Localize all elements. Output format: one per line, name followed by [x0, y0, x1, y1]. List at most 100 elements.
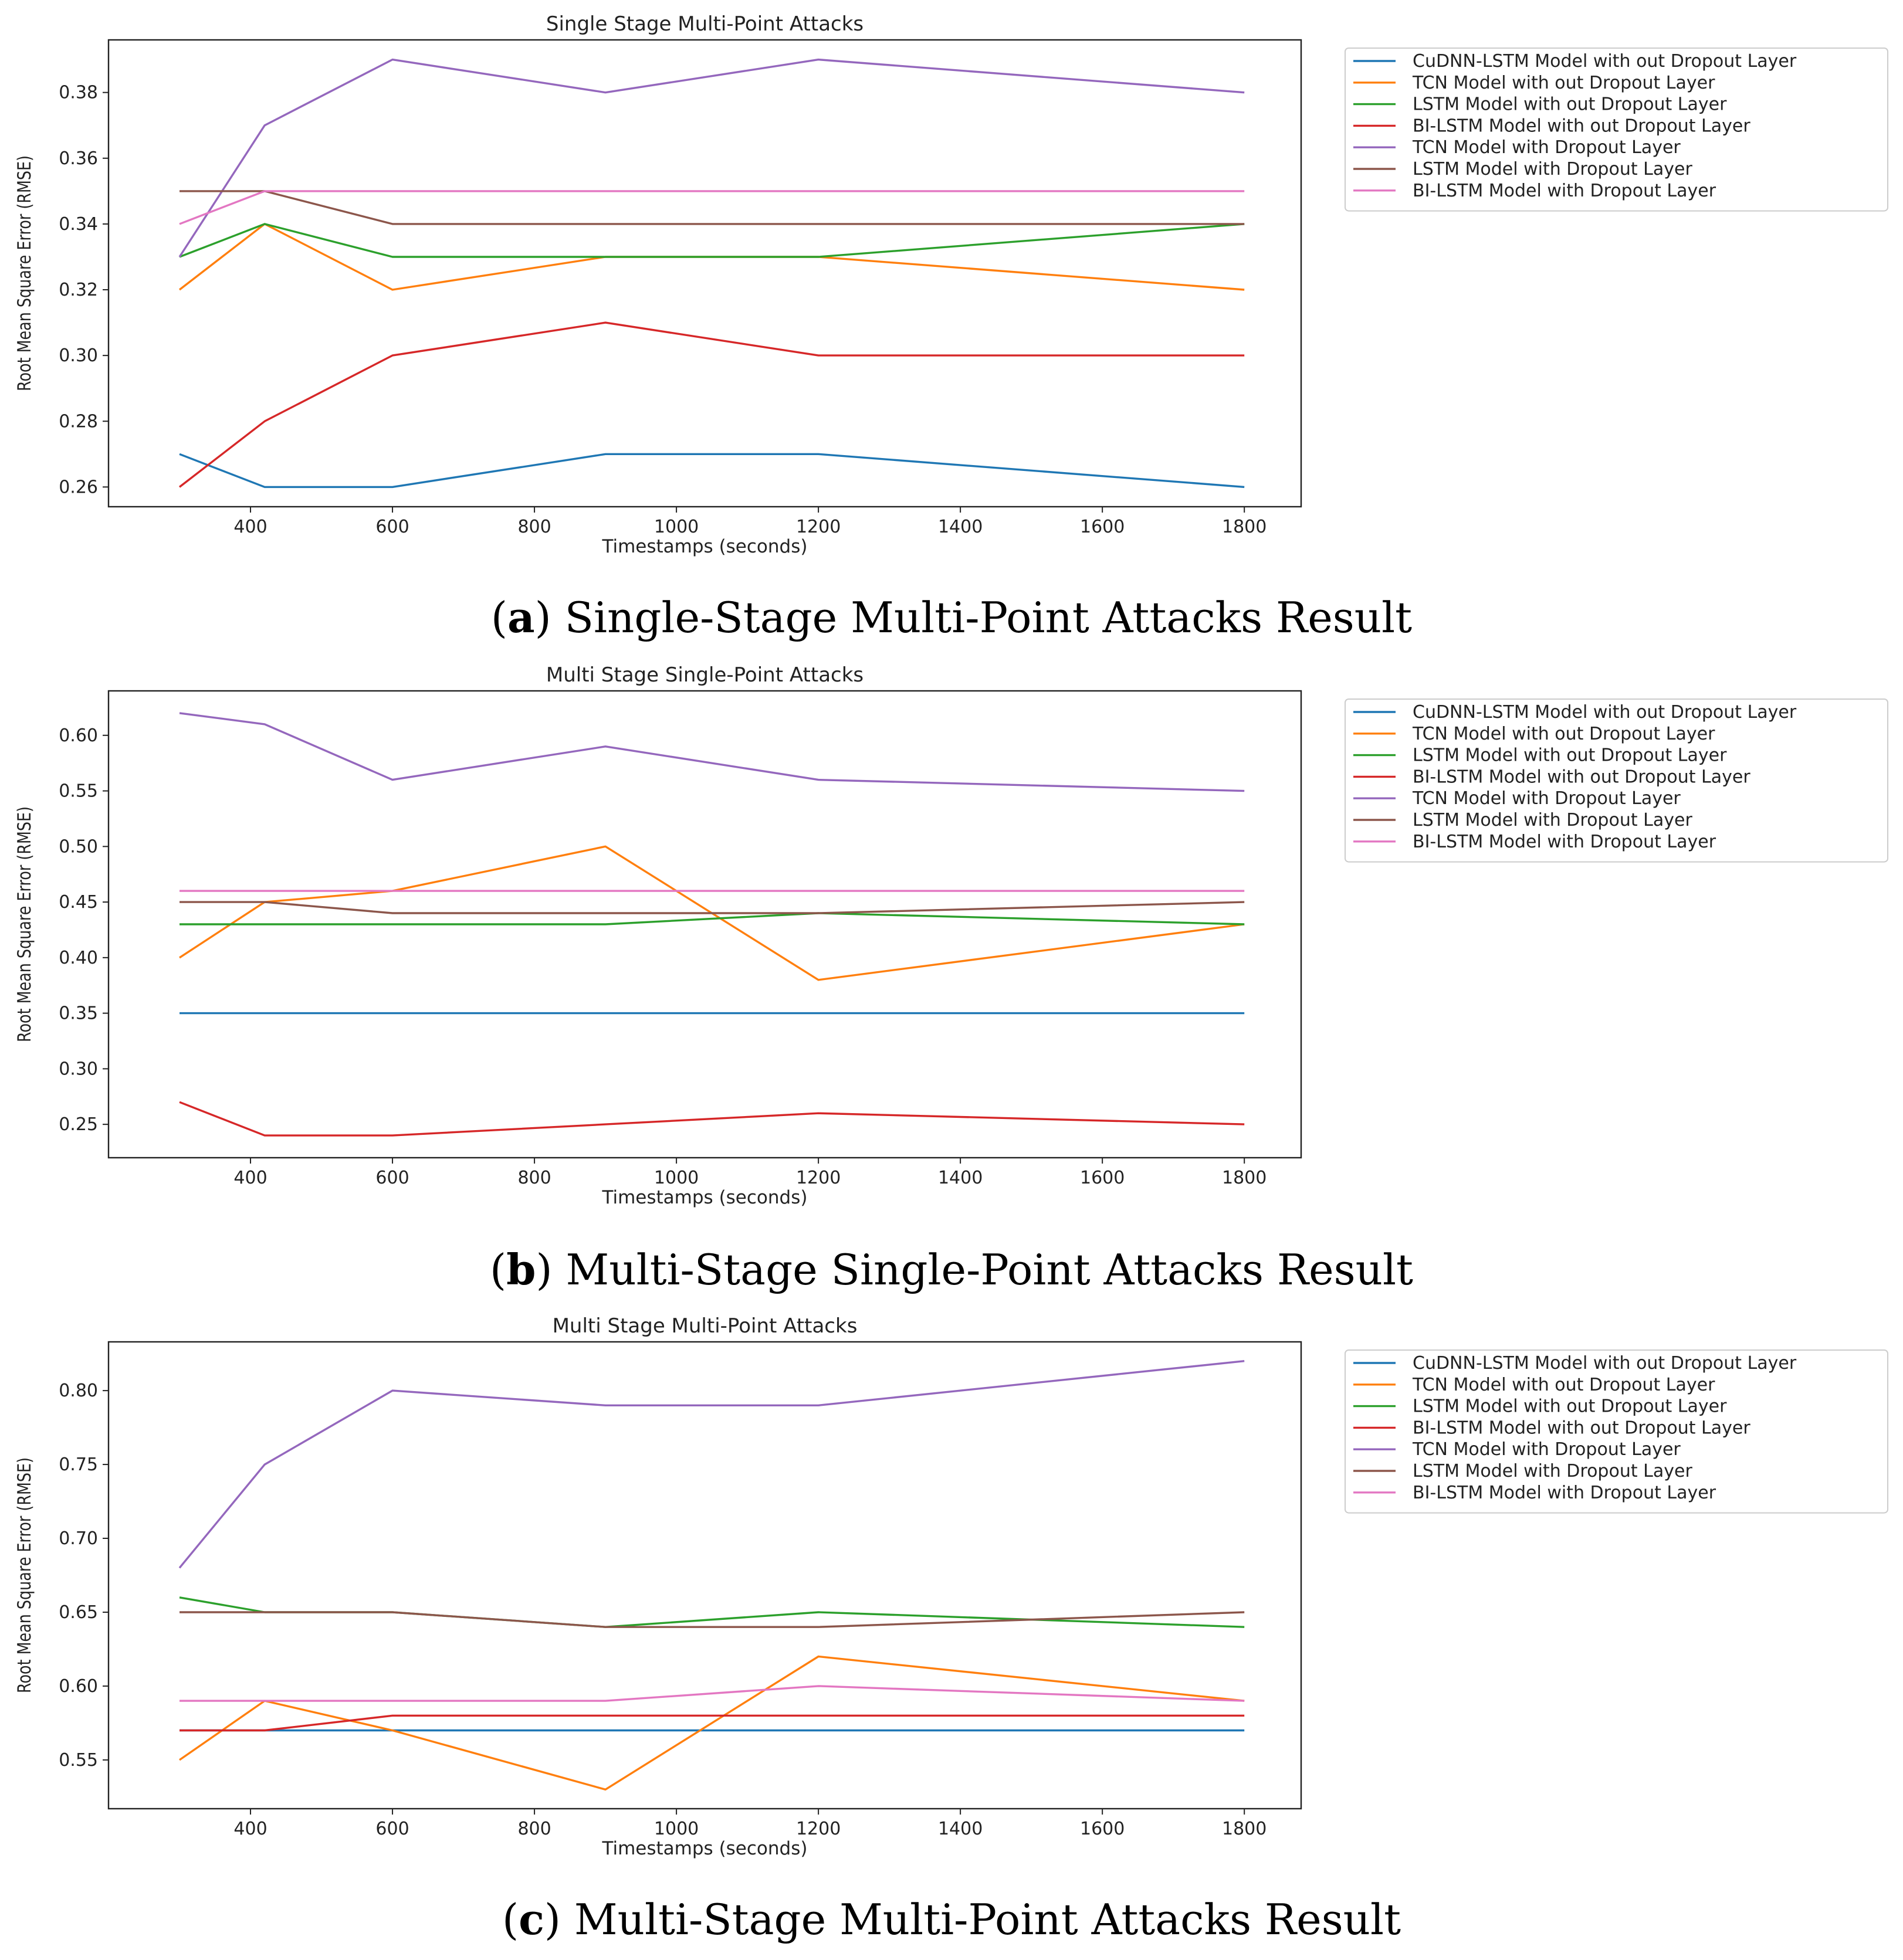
y-tick-label-b-6: 0.55 [59, 781, 98, 802]
chart-panel-a: Single Stage Multi-Point Attacks 400 600 80… [14, 12, 1888, 557]
y-axis-label-a: Root Mean Square Error (RMSE) [14, 155, 35, 391]
legend-label-a-0: CuDNN-LSTM Model with out Dropout Layer [1413, 51, 1797, 72]
chart-title-b: Multi Stage Single-Point Attacks [546, 663, 864, 687]
x-tick-label-b-0: 400 [233, 1168, 267, 1188]
legend-box-c [1345, 1349, 1888, 1514]
legend-label-c-2: LSTM Model with out Dropout Layer [1413, 1396, 1727, 1417]
legend-label-c-3: BI-LSTM Model with out Dropout Layer [1413, 1418, 1750, 1438]
x-axis-label-b: Timestamps (seconds) [602, 1187, 808, 1208]
legend-label-a-2: LSTM Model with out Dropout Layer [1413, 94, 1727, 115]
x-tick-label-b-4: 1200 [796, 1168, 841, 1188]
caption-c-letter: c [519, 1894, 544, 1944]
legend-label-c-6: BI-LSTM Model with Dropout Layer [1413, 1483, 1716, 1503]
legend-label-c-4: TCN Model with Dropout Layer [1412, 1439, 1681, 1460]
series-line-b-2 [180, 912, 1245, 925]
legend-label-b-6: BI-LSTM Model with Dropout Layer [1413, 832, 1716, 852]
legend-label-a-4: TCN Model with Dropout Layer [1412, 137, 1681, 158]
y-tick-label-b-7: 0.60 [59, 725, 98, 746]
series-line-a-4 [178, 58, 1245, 257]
series-line-a-5 [180, 190, 1245, 225]
y-tick-label-c-5: 0.80 [59, 1381, 98, 1401]
series-line-a-6 [179, 190, 1245, 225]
series-line-b-1 [179, 845, 1245, 981]
legend-label-a-6: BI-LSTM Model with Dropout Layer [1413, 181, 1716, 201]
x-tick-label-c-1: 600 [375, 1819, 409, 1839]
legend-label-b-2: LSTM Model with out Dropout Layer [1413, 745, 1727, 766]
series-line-c-3 [180, 1714, 1245, 1732]
caption-a: (a) Single-Stage Multi-Point Attacks Res… [490, 592, 1413, 642]
plot-frame-b [107, 690, 1302, 1159]
x-tick-label-c-4: 1200 [796, 1819, 841, 1839]
legend-label-b-3: BI-LSTM Model with out Dropout Layer [1413, 767, 1750, 787]
y-tick-label-a-3: 0.32 [59, 280, 98, 300]
caption-b-letter: b [506, 1245, 536, 1294]
y-tick-label-c-1: 0.60 [59, 1676, 98, 1697]
legend-box-a [1345, 48, 1888, 212]
caption-c-text: Multi-Stage Multi-Point Attacks Result [574, 1895, 1401, 1944]
caption-a-text: Single-Stage Multi-Point Attacks Result [564, 593, 1413, 642]
series-line-a-1 [178, 223, 1245, 291]
y-axis-label-b: Root Mean Square Error (RMSE) [14, 806, 35, 1042]
caption-b: (b) Multi-Stage Single-Point Attacks Res… [490, 1245, 1413, 1294]
y-tick-label-c-3: 0.70 [59, 1528, 98, 1549]
y-axis-label-c: Root Mean Square Error (RMSE) [14, 1457, 35, 1693]
y-tick-label-c-4: 0.75 [59, 1454, 98, 1475]
y-tick-label-b-3: 0.40 [59, 948, 98, 968]
x-tick-label-c-2: 800 [517, 1819, 551, 1839]
legend-label-a-3: BI-LSTM Model with out Dropout Layer [1413, 116, 1750, 136]
legend-label-c-0: CuDNN-LSTM Model with out Dropout Layer [1413, 1353, 1797, 1374]
x-tick-label-b-7: 1800 [1222, 1168, 1267, 1188]
x-tick-label-a-7: 1800 [1222, 517, 1267, 537]
caption-c: (c) Multi-Stage Multi-Point Attacks Resu… [502, 1894, 1401, 1944]
caption-b-text: Multi-Stage Single-Point Attacks Result [566, 1245, 1413, 1294]
series-line-a-2 [179, 223, 1245, 258]
x-tick-label-a-4: 1200 [796, 517, 841, 537]
y-tick-label-b-2: 0.35 [59, 1003, 98, 1024]
x-tick-label-c-3: 1000 [654, 1819, 699, 1839]
y-tick-label-b-1: 0.30 [59, 1059, 98, 1079]
x-tick-label-a-5: 1400 [938, 517, 983, 537]
legend-label-a-5: LSTM Model with Dropout Layer [1413, 159, 1692, 179]
y-tick-label-a-6: 0.38 [59, 83, 98, 103]
legend-label-b-1: TCN Model with out Dropout Layer [1412, 724, 1715, 744]
series-line-c-1 [179, 1655, 1245, 1791]
legend-label-a-1: TCN Model with out Dropout Layer [1412, 73, 1715, 93]
chart-panel-b: Multi Stage Single-Point Attacks 400 600 80… [14, 663, 1888, 1208]
y-tick-label-a-0: 0.26 [59, 477, 98, 497]
x-tick-label-a-2: 800 [517, 517, 551, 537]
x-tick-label-a-1: 600 [375, 517, 409, 537]
chart-title-a: Single Stage Multi-Point Attacks [546, 12, 864, 36]
series-line-a-3 [178, 321, 1245, 488]
y-tick-label-a-2: 0.30 [59, 345, 98, 366]
y-tick-label-c-2: 0.65 [59, 1602, 98, 1623]
x-tick-label-c-7: 1800 [1222, 1819, 1267, 1839]
legend-label-b-0: CuDNN-LSTM Model with out Dropout Layer [1413, 702, 1797, 723]
legend-label-c-5: LSTM Model with Dropout Layer [1413, 1461, 1692, 1481]
y-tick-label-b-5: 0.50 [59, 836, 98, 857]
x-tick-label-a-0: 400 [233, 517, 267, 537]
plot-frame-c [107, 1341, 1302, 1810]
x-axis-label-c: Timestamps (seconds) [602, 1838, 808, 1859]
x-tick-label-b-3: 1000 [654, 1168, 699, 1188]
x-tick-label-a-6: 1600 [1080, 517, 1125, 537]
legend-label-b-4: TCN Model with Dropout Layer [1412, 788, 1681, 809]
y-tick-label-c-0: 0.55 [59, 1750, 98, 1771]
series-line-c-6 [180, 1685, 1245, 1702]
series-line-c-5 [180, 1611, 1245, 1628]
y-tick-label-b-4: 0.45 [59, 892, 98, 913]
x-tick-label-a-3: 1000 [654, 517, 699, 537]
x-tick-label-c-6: 1600 [1080, 1819, 1125, 1839]
x-tick-label-b-1: 600 [375, 1168, 409, 1188]
series-line-b-4 [179, 712, 1245, 792]
x-tick-label-b-5: 1400 [938, 1168, 983, 1188]
y-tick-label-a-5: 0.36 [59, 148, 98, 169]
series-line-c-4 [178, 1360, 1245, 1569]
y-tick-label-b-0: 0.25 [59, 1114, 98, 1135]
legend-label-c-1: TCN Model with out Dropout Layer [1412, 1375, 1715, 1395]
x-tick-label-c-0: 400 [233, 1819, 267, 1839]
x-axis-label-a: Timestamps (seconds) [602, 536, 808, 557]
chart-panel-c: Multi Stage Multi-Point Attacks 400 600 800… [14, 1314, 1888, 1859]
x-tick-label-c-5: 1400 [938, 1819, 983, 1839]
plot-frame-a [107, 39, 1302, 508]
